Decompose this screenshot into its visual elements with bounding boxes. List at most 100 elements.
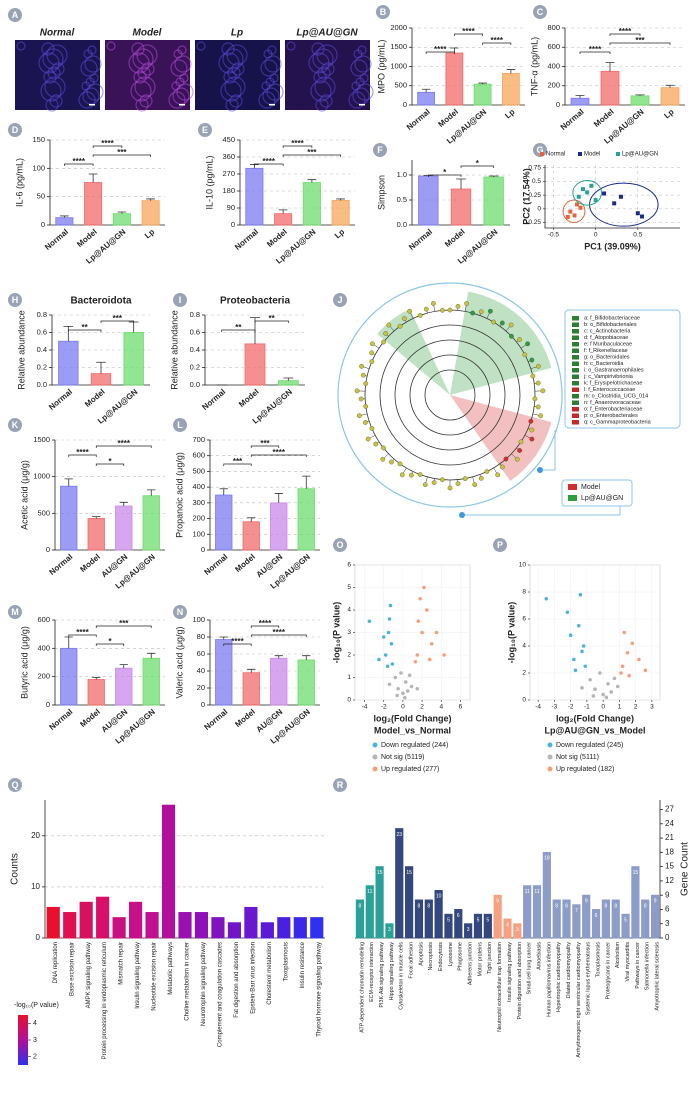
- x-tick-label: 2: [634, 704, 638, 711]
- tree-node: [455, 481, 461, 486]
- tissue-texture: [171, 81, 181, 91]
- significance-label: ***: [260, 439, 270, 448]
- y-tick-label: 1.0: [397, 170, 407, 179]
- y-tick-label: 18: [665, 847, 674, 856]
- panel-letter: M: [11, 607, 19, 617]
- bar: [297, 659, 315, 706]
- x-tick-label: Dilated cardiomyopathy: [566, 942, 572, 999]
- tissue-texture: [196, 41, 206, 51]
- tissue-texture: [170, 59, 188, 77]
- bar: [260, 922, 274, 939]
- x-tick-label: Amyotrophic lateral sclerosis: [655, 942, 661, 1011]
- x-tick-label: -4: [535, 704, 541, 711]
- tree-node: [509, 333, 514, 339]
- legend-label: m: o_Clostridia_UCG_014: [584, 393, 648, 399]
- tree-node: [369, 359, 375, 364]
- data-point: [604, 695, 609, 700]
- significance-bracket: [95, 445, 152, 448]
- significance-label: ***: [117, 148, 127, 157]
- data-point: [377, 657, 381, 662]
- panel-badge: [8, 605, 22, 619]
- x-tick-label: Phagosome: [458, 942, 464, 971]
- y-tick-label: 0.2: [190, 362, 200, 371]
- bar: [570, 97, 590, 106]
- x-tick-label: Nucleotide excision repair: [152, 942, 158, 1011]
- value-label: 9: [654, 899, 657, 905]
- tree-node: [356, 413, 362, 419]
- legend-label: o: f_Enterobacteriaceae: [584, 406, 642, 412]
- y-tick-label: 15: [665, 862, 674, 871]
- x-tick-label: -2: [568, 704, 574, 711]
- y-tick-label: 0: [556, 100, 560, 109]
- confidence-ellipse: [572, 180, 603, 206]
- tree-node: [538, 413, 544, 419]
- bar: [178, 912, 192, 939]
- bar: [277, 917, 291, 939]
- y-tick-label: 0.8: [190, 310, 200, 319]
- value-label: 8: [604, 903, 607, 909]
- panel-letter: O: [336, 540, 343, 550]
- data-point: [637, 657, 641, 662]
- value-label: 3: [516, 927, 519, 933]
- bar: [194, 912, 209, 939]
- tree-node: [535, 404, 541, 410]
- legend-marker: [616, 152, 620, 156]
- tree-node: [470, 310, 475, 316]
- panel-badge: [373, 143, 387, 157]
- bar: [60, 647, 78, 706]
- x-tick-label: Systemic lupus erythematosus: [586, 942, 592, 1015]
- y-tick-label: 0.0: [190, 380, 200, 389]
- tree-node: [422, 482, 428, 487]
- bar: [58, 340, 79, 386]
- data-point: [413, 659, 418, 664]
- panel-frame: [337, 282, 563, 508]
- colorbar-tick-label: 2: [33, 1054, 37, 1061]
- bar: [310, 917, 324, 939]
- significance-label: ***: [233, 457, 243, 466]
- tree-node: [440, 477, 445, 483]
- significance-bracket: [250, 454, 307, 457]
- panel-badge: [333, 778, 347, 792]
- x-tick-label: -0.5: [548, 232, 560, 239]
- data-point: [418, 596, 422, 601]
- x-tick-label: Hypertrophic cardiomyopathy: [556, 942, 562, 1012]
- panel-letter: D: [12, 125, 19, 135]
- clade-shading: [450, 291, 552, 395]
- y-axis-label: Simpson: [376, 175, 386, 210]
- panel-badge: [198, 123, 212, 137]
- y-tick-label: 9: [665, 890, 670, 899]
- y-tick-label: 200: [547, 81, 560, 90]
- y-tick-label: 6: [665, 905, 670, 914]
- y-tick-label: 0.4: [190, 345, 200, 354]
- clade-shading: [377, 308, 450, 395]
- data-point: [572, 213, 577, 218]
- data-point: [367, 619, 372, 624]
- tree-node: [499, 464, 505, 470]
- y-axis-label: MPO (pg/mL): [376, 39, 386, 93]
- legend-label: Lp@AU@GN: [581, 495, 623, 502]
- bar: [542, 851, 551, 939]
- legend-label: Not sig (5119): [381, 754, 424, 761]
- y-tick-label: 0.75: [528, 164, 541, 171]
- bar: [405, 866, 414, 939]
- y-tick-label: 100: [32, 163, 45, 172]
- y-tick-label: 600: [192, 451, 205, 460]
- y-tick-label: 0: [201, 545, 205, 554]
- bar: [355, 899, 365, 939]
- y-tick-label: 2: [347, 652, 351, 659]
- tree-node: [359, 363, 364, 369]
- y-tick-label: 500: [37, 508, 50, 517]
- significance-bracket: [223, 643, 252, 646]
- data-point: [442, 653, 446, 657]
- significance-label: *: [108, 637, 112, 646]
- bar: [572, 904, 581, 939]
- axis-line: [51, 315, 150, 386]
- image-label: Normal: [40, 28, 75, 39]
- panel-badge: [8, 293, 22, 307]
- x-tick-label: 6: [459, 704, 463, 711]
- y-tick-label: 600: [547, 42, 560, 51]
- y-axis-label: Acetic acid (μg/g): [19, 460, 29, 530]
- data-point: [387, 617, 392, 621]
- x-tick-label: -1: [584, 704, 590, 711]
- bar: [115, 667, 133, 706]
